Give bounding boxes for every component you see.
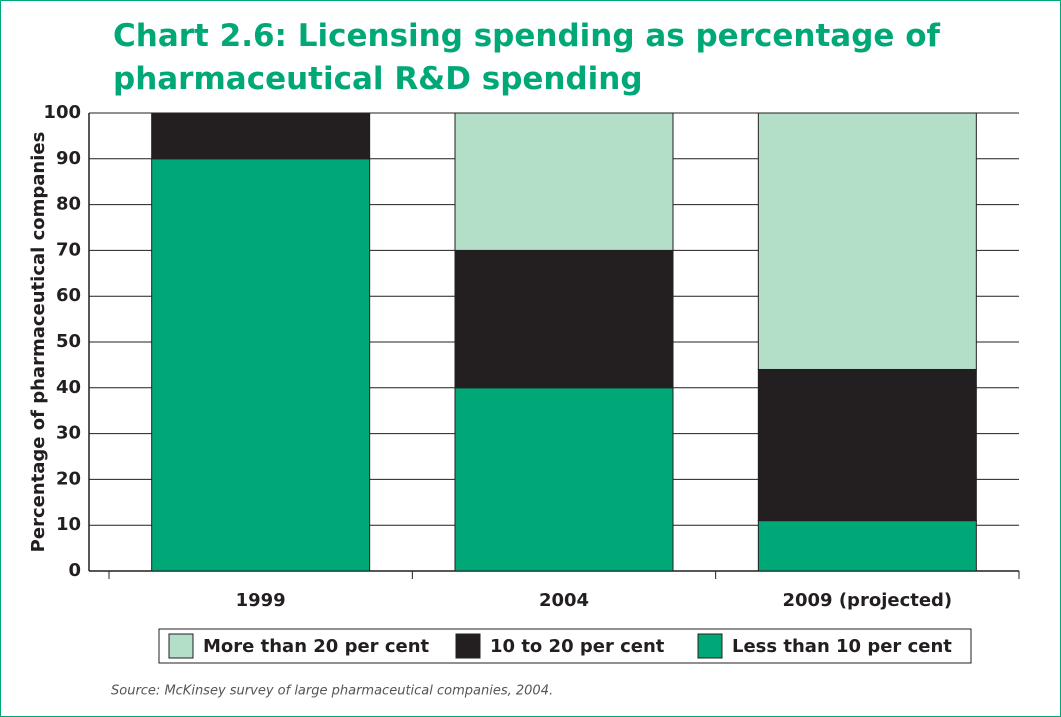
bar-segment — [151, 112, 371, 160]
legend-label: More than 20 per cent — [203, 636, 430, 657]
bar-segment — [757, 112, 977, 370]
bar-segment — [757, 368, 977, 522]
bar-segment — [151, 158, 371, 572]
legend-label: Less than 10 per cent — [732, 636, 952, 657]
y-tick-label: 20 — [56, 468, 81, 489]
legend-swatch — [168, 633, 194, 659]
legend-label: 10 to 20 per cent — [490, 636, 665, 657]
y-tick-label: 0 — [68, 560, 81, 581]
bar-segment — [757, 520, 977, 572]
y-tick-label: 80 — [56, 194, 81, 215]
legend-box — [158, 628, 972, 664]
y-tick-label: 10 — [56, 514, 81, 535]
x-tick-label: 1999 — [236, 590, 286, 611]
y-tick-label: 60 — [56, 285, 81, 306]
legend-swatch — [697, 633, 723, 659]
bar-segment — [454, 249, 674, 389]
y-tick-label: 50 — [56, 331, 81, 352]
y-tick-label: 100 — [43, 102, 81, 123]
chart-title: Chart 2.6: Licensing spending as percent… — [113, 18, 940, 97]
y-tick-label: 30 — [56, 423, 81, 444]
y-tick-label: 90 — [56, 148, 81, 169]
x-tick-label: 2004 — [539, 590, 589, 611]
legend-swatch — [455, 633, 481, 659]
bar-segment — [454, 387, 674, 572]
y-tick-label: 70 — [56, 239, 81, 260]
y-axis-label: Percentage of pharmaceutical companies — [28, 132, 49, 553]
x-tick-label: 2009 (projected) — [782, 590, 952, 611]
bar-segment — [454, 112, 674, 251]
y-tick-label: 40 — [56, 377, 81, 398]
source: Source: McKinsey survey of large pharmac… — [111, 684, 553, 699]
